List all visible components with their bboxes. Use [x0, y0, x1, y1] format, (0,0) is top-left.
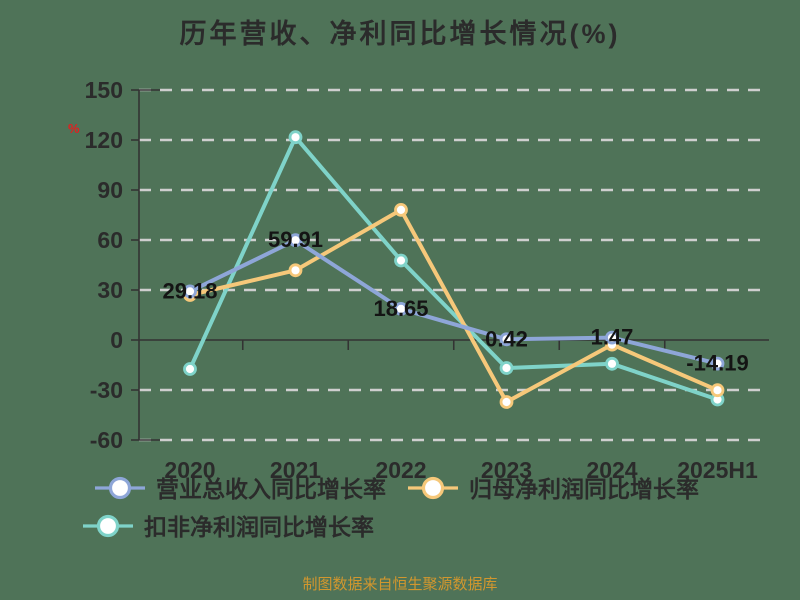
svg-text:59.91: 59.91: [268, 227, 323, 252]
svg-text:150: 150: [85, 77, 123, 103]
svg-text:30: 30: [97, 277, 123, 303]
svg-text:-30: -30: [90, 377, 123, 403]
svg-text:29.18: 29.18: [162, 278, 217, 303]
svg-text:-14.19: -14.19: [686, 351, 748, 376]
svg-text:60: 60: [97, 227, 123, 253]
svg-text:0: 0: [110, 327, 123, 353]
svg-text:归母净利润同比增长率: 归母净利润同比增长率: [469, 476, 699, 502]
svg-text:1.47: 1.47: [591, 325, 634, 350]
svg-text:营业总收入同比增长率: 营业总收入同比增长率: [156, 476, 386, 502]
svg-text:0.42: 0.42: [485, 326, 528, 351]
svg-text:90: 90: [97, 177, 123, 203]
svg-text:-60: -60: [90, 427, 123, 453]
svg-text:18.65: 18.65: [373, 296, 428, 321]
svg-text:制图数据来自恒生聚源数据库: 制图数据来自恒生聚源数据库: [302, 576, 497, 593]
svg-text:扣非净利润同比增长率: 扣非净利润同比增长率: [144, 514, 374, 540]
svg-text:120: 120: [85, 127, 123, 153]
svg-text:%: %: [68, 121, 80, 136]
